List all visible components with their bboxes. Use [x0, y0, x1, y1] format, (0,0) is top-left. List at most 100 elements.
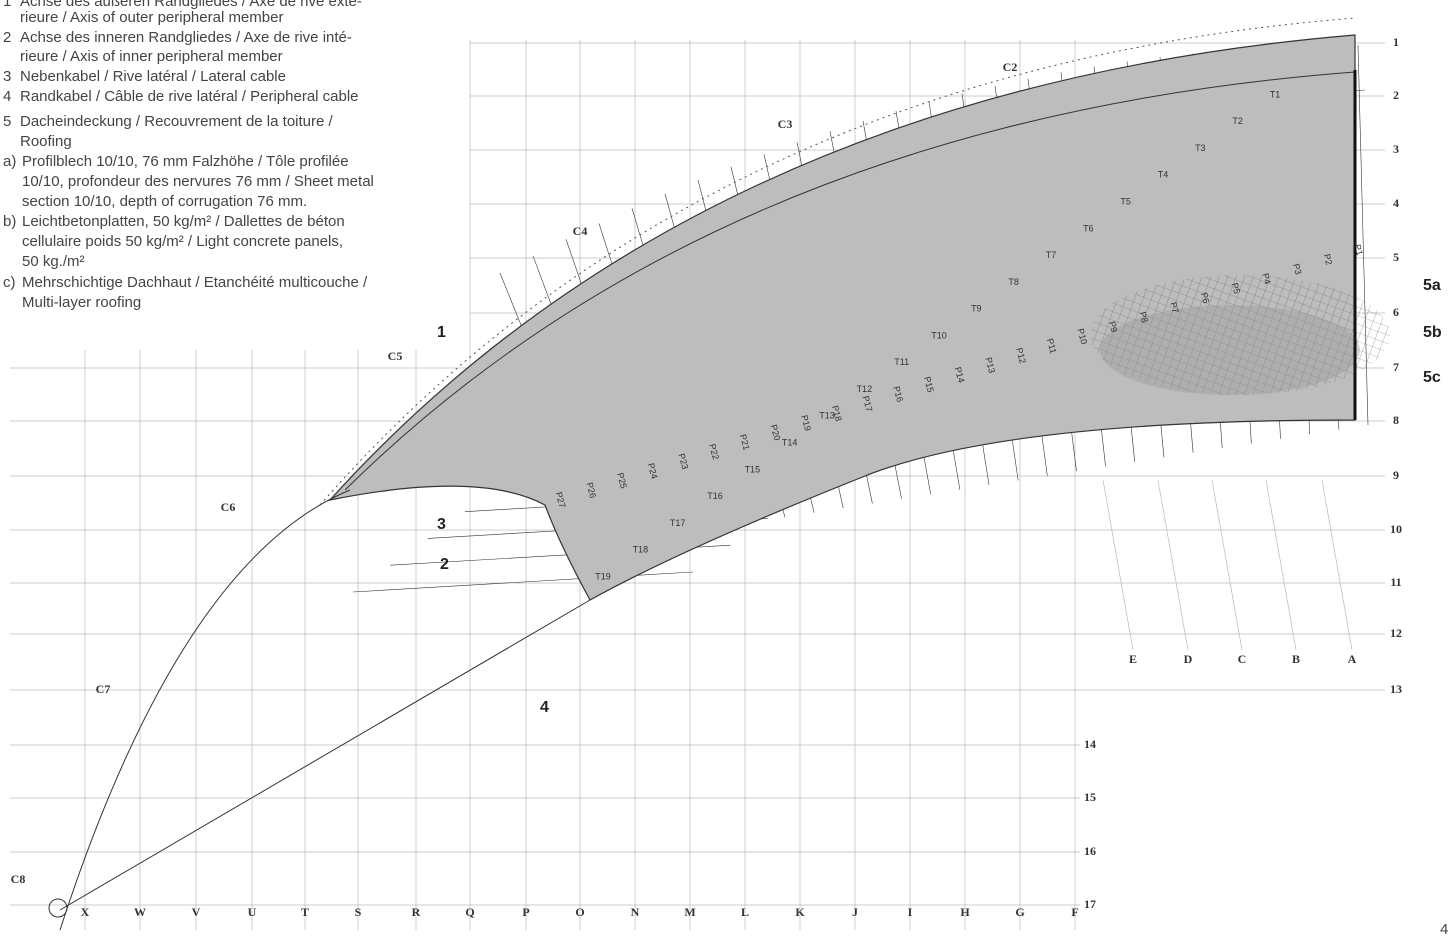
tie-label: T4 — [1158, 170, 1169, 180]
tie-line — [352, 571, 694, 593]
rib-label: P11 — [1045, 337, 1059, 354]
labels: 1 Achse des äußeren Randgliedes / Axe de … — [3, 0, 1448, 938]
tie-label: T10 — [931, 330, 947, 340]
peripheral-cable — [59, 599, 591, 911]
rib-label: P17 — [861, 395, 875, 413]
grid-letter: V — [192, 905, 201, 919]
zone-label: C6 — [221, 500, 236, 514]
grid-number: 15 — [1084, 790, 1096, 804]
grid-letter: C — [1238, 652, 1247, 666]
rib-label: P10 — [1075, 327, 1089, 345]
rib-label: P15 — [922, 375, 936, 393]
grid-letter: F — [1071, 905, 1078, 919]
rib-label: P21 — [738, 433, 752, 451]
zone-label: C7 — [96, 682, 111, 696]
rib-label: P6 — [1199, 291, 1212, 304]
legend-line: Achse des inneren Randgliedes / Axe de r… — [20, 29, 352, 46]
rib-label: P7 — [1168, 301, 1181, 314]
rib-label: P22 — [707, 443, 721, 461]
legend-line: Nebenkabel / Rive latéral / Lateral cabl… — [20, 68, 286, 85]
legend-marker: 3 — [3, 68, 11, 85]
grid-number: 13 — [1390, 682, 1402, 696]
rib-label: P19 — [799, 414, 813, 432]
roofing-detail — [1090, 275, 1390, 395]
grid-letter: A — [1348, 652, 1357, 666]
grid-letter: W — [134, 905, 146, 919]
callout: 3 — [437, 516, 446, 533]
rib-label: P8 — [1138, 311, 1151, 324]
rib-label: P23 — [676, 452, 690, 470]
grid-number: 9 — [1393, 468, 1399, 482]
tie-label: T2 — [1232, 116, 1243, 126]
roofing-shade — [1100, 305, 1360, 395]
tie-label: T13 — [819, 411, 835, 421]
tie-label: T1 — [1270, 89, 1281, 99]
rib-label: P4 — [1260, 272, 1273, 285]
grid-letter: N — [631, 905, 640, 919]
legend-line: Mehrschichtige Dachhaut / Etanchéité mul… — [22, 274, 368, 291]
roof-surface — [328, 34, 1356, 601]
grid-line — [1157, 479, 1189, 651]
inner-axis — [344, 71, 1356, 491]
zone-label: C8 — [11, 872, 26, 886]
tie-label: T9 — [971, 304, 982, 314]
grid-letter: Q — [465, 905, 474, 919]
tie-label: T12 — [857, 384, 873, 394]
legend-line: 50 kg./m² — [22, 253, 85, 270]
tie-label: T19 — [595, 571, 611, 581]
grid-line — [1102, 479, 1134, 651]
legend-marker: 4 — [3, 88, 11, 105]
grid-number: 7 — [1393, 360, 1399, 374]
tie-label: T15 — [745, 464, 761, 474]
legend-marker: 5 — [3, 113, 11, 130]
rib-label: P14 — [953, 366, 967, 384]
grid-letter: M — [684, 905, 695, 919]
legend-line: Multi-layer roofing — [22, 294, 141, 311]
legend-line: Achse des äußeren Randgliedes / Axe de r… — [20, 0, 362, 10]
tie-label: T6 — [1083, 223, 1094, 233]
grid-line — [1211, 479, 1243, 651]
grid-number: 6 — [1393, 305, 1399, 319]
grid-number: 5 — [1393, 250, 1399, 264]
tie-label: T11 — [894, 357, 909, 367]
grid-letter: S — [355, 905, 362, 919]
rib-label: P25 — [615, 472, 629, 490]
callout: 5c — [1423, 369, 1441, 386]
grid-letter: P — [522, 905, 529, 919]
grid-letter: R — [412, 905, 421, 919]
legend-line: 10/10, profondeur des nervures 76 mm / S… — [22, 173, 374, 190]
grid-letter: B — [1292, 652, 1300, 666]
callout: 2 — [440, 556, 449, 573]
rib-label: P20 — [769, 424, 783, 442]
grid-letter: X — [81, 905, 90, 919]
legend-line: section 10/10, depth of corrugation 76 m… — [22, 193, 307, 210]
anchor — [48, 898, 68, 918]
zone-label: C2 — [1003, 60, 1018, 74]
zone-label: C5 — [388, 349, 403, 363]
grid-number: 10 — [1390, 522, 1402, 536]
grid-letter: J — [852, 905, 858, 919]
legend-line: cellulaire poids 50 kg/m² / Light concre… — [22, 233, 343, 250]
legend-marker: b) — [3, 213, 16, 230]
grid-number: 2 — [1393, 88, 1399, 102]
grid-number: 3 — [1393, 142, 1399, 156]
legend-marker: a) — [3, 153, 16, 170]
tie-label: T3 — [1195, 143, 1206, 153]
rib-label: P16 — [891, 385, 905, 403]
grid-letter: I — [908, 905, 913, 919]
legend-line: Dacheindeckung / Recouvrement de la toit… — [20, 113, 334, 130]
tie-label: T18 — [633, 545, 649, 555]
grid-letter: G — [1015, 905, 1024, 919]
zone-label: C4 — [573, 224, 588, 238]
zone-label: C3 — [778, 117, 793, 131]
page-number: 4 — [1440, 921, 1448, 938]
rib-label: P1 — [1352, 243, 1365, 256]
grid-letter: L — [741, 905, 749, 919]
rib-label: P13 — [983, 356, 997, 374]
tie-label: T14 — [782, 437, 798, 447]
rib-label: P5 — [1230, 282, 1243, 295]
rib-label: P18 — [830, 404, 844, 422]
grid-letter: K — [795, 905, 805, 919]
grid-letter: T — [301, 905, 309, 919]
